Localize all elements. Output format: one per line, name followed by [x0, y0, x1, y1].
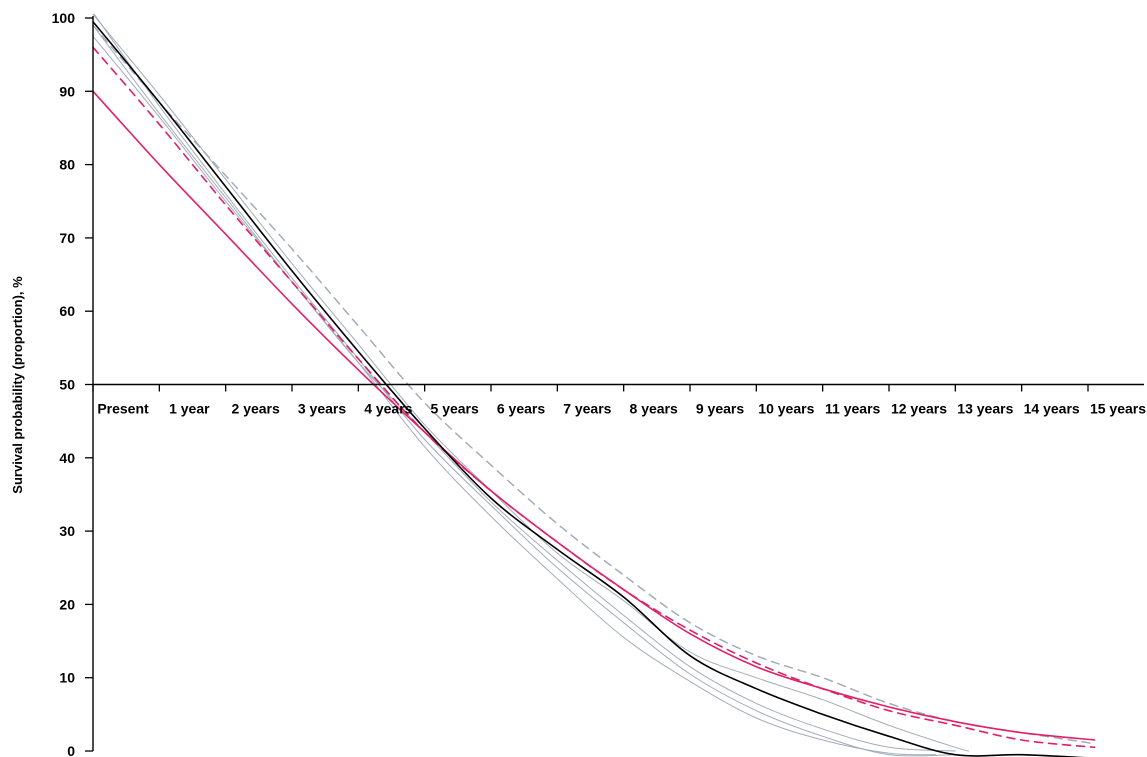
x-tick-label: 8 years [630, 401, 678, 417]
x-tick-label: 3 years [298, 401, 346, 417]
x-tick-label: 10 years [758, 401, 814, 417]
y-tick-label: 0 [67, 743, 75, 757]
y-tick-label: 30 [59, 523, 75, 539]
x-tick-label: Present [97, 401, 149, 417]
x-tick-label: 7 years [563, 401, 611, 417]
x-tick-label: 4 years [364, 401, 412, 417]
x-tick-label: 15 years [1090, 401, 1146, 417]
x-tick-label: 12 years [891, 401, 947, 417]
series-layer [92, 13, 1096, 757]
y-tick-label: 90 [59, 83, 75, 99]
x-tick-label: 14 years [1024, 401, 1080, 417]
x-tick-label: 1 year [169, 401, 210, 417]
x-tick-label: 5 years [431, 401, 479, 417]
series-line-5 [92, 24, 1096, 745]
series-line-1 [93, 13, 956, 757]
x-tick-label: 6 years [497, 401, 545, 417]
series-line-4 [92, 13, 970, 752]
x-tick-label: 13 years [957, 401, 1013, 417]
y-ticks: 0 10 20 30 40 50 60 70 80 90 100 [52, 10, 93, 757]
y-tick-label: 50 [59, 377, 75, 393]
y-tick-label: 60 [59, 303, 75, 319]
series-line-8 [92, 20, 1086, 757]
series-line-2 [92, 24, 936, 756]
y-tick-label: 10 [59, 670, 75, 686]
series-line-3 [92, 35, 956, 752]
series-line-7 [92, 46, 1096, 749]
x-tick-label: 9 years [696, 401, 744, 417]
x-ticks: Present 1 year 2 years 3 years 4 years 5 year… [92, 384, 1146, 417]
x-tick-label: 11 years [825, 401, 880, 417]
x-tick-label: 2 years [232, 401, 280, 417]
y-tick-label: 70 [59, 230, 75, 246]
y-tick-label: 80 [59, 157, 75, 173]
y-tick-label: 40 [59, 450, 75, 466]
y-axis-title: Survival probability (proportion), % [10, 276, 25, 494]
y-tick-label: 20 [59, 596, 75, 612]
y-tick-label: 100 [52, 10, 76, 26]
